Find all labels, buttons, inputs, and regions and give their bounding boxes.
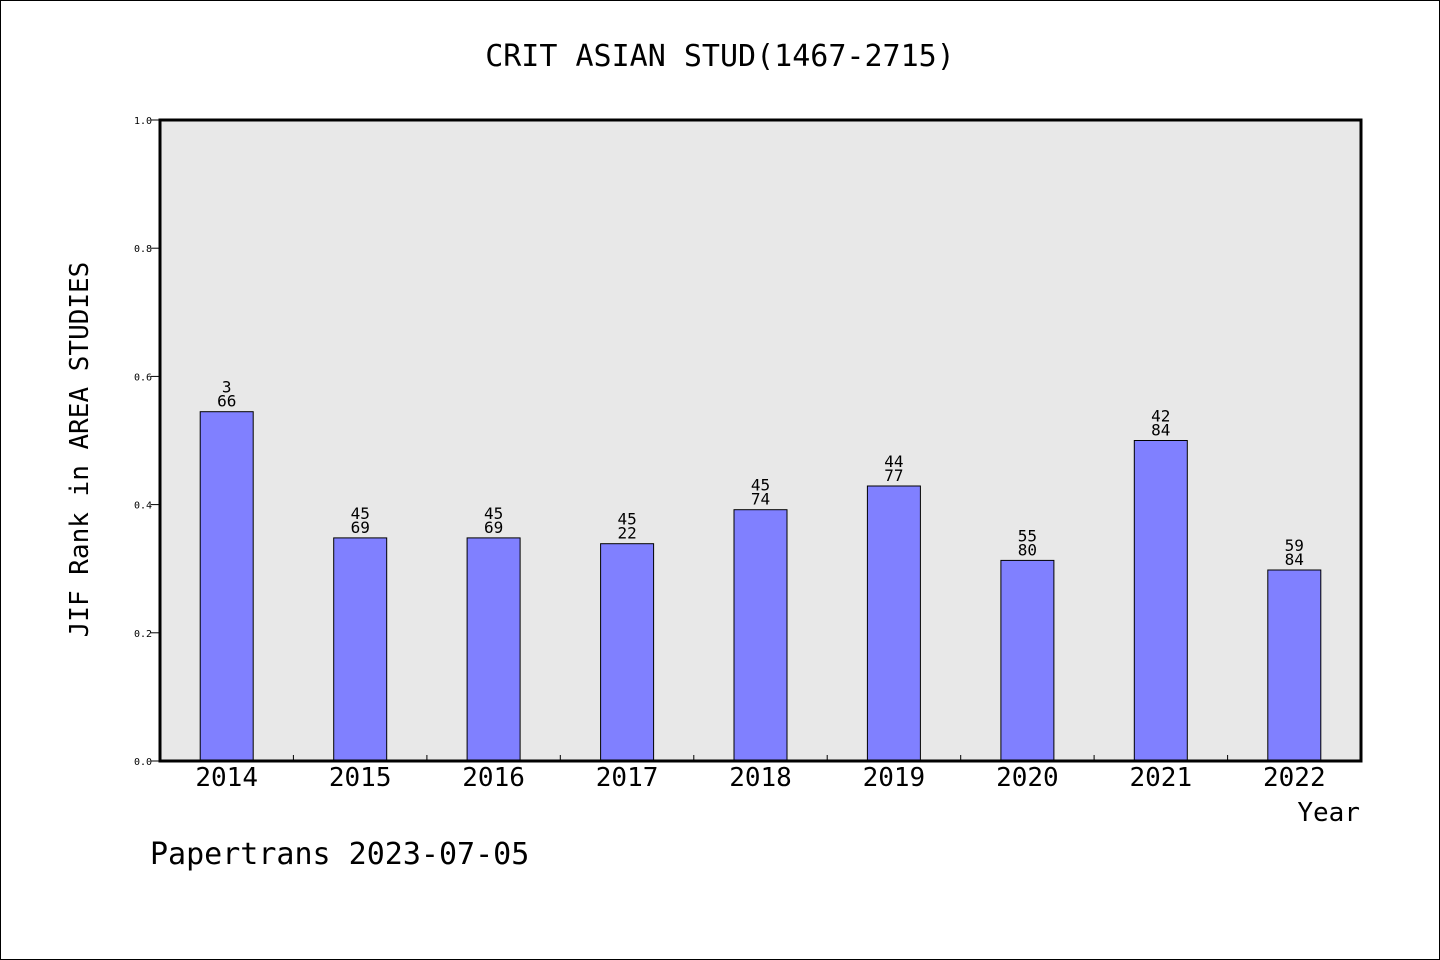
bar-label-denominator: 74 bbox=[751, 490, 770, 509]
bar-label-numerator: 3 bbox=[222, 378, 232, 397]
x-axis-label: Year bbox=[1297, 798, 1360, 828]
footer-credit: Papertrans 2023-07-05 bbox=[150, 837, 529, 872]
x-tick-label: 2020 bbox=[996, 763, 1059, 793]
bar-label-denominator: 69 bbox=[351, 518, 370, 537]
chart-title: CRIT ASIAN STUD(1467-2715) bbox=[485, 39, 955, 74]
bar-2018 bbox=[733, 509, 788, 762]
bar-2022 bbox=[1267, 569, 1322, 762]
y-tick-label: 1.0 bbox=[134, 116, 152, 127]
y-axis: 0.0 0.2 0.4 0.6 0.8 1.0 bbox=[134, 116, 160, 768]
bar-label-denominator: 69 bbox=[484, 518, 503, 537]
bar-2016 bbox=[466, 537, 521, 762]
bar-label-numerator: 44 bbox=[884, 452, 903, 471]
x-tick-label: 2015 bbox=[329, 763, 392, 793]
bar-label-numerator: 45 bbox=[484, 504, 503, 523]
bar-label-numerator: 59 bbox=[1285, 536, 1304, 555]
y-tick-label: 0.0 bbox=[134, 757, 152, 768]
bar-2021 bbox=[1133, 440, 1188, 762]
bar-label-numerator: 42 bbox=[1151, 407, 1170, 426]
x-tick-label: 2016 bbox=[462, 763, 525, 793]
bar-2014 bbox=[199, 411, 254, 762]
x-tick-label: 2014 bbox=[195, 763, 258, 793]
bar-label-denominator: 84 bbox=[1151, 421, 1170, 440]
y-tick-label: 0.8 bbox=[134, 244, 152, 255]
bar-label-numerator: 55 bbox=[1018, 526, 1037, 545]
bar-label-denominator: 84 bbox=[1285, 550, 1304, 569]
x-tick-label: 2019 bbox=[863, 763, 926, 793]
bar-2019 bbox=[866, 485, 921, 762]
bar-label-numerator: 45 bbox=[351, 504, 370, 523]
y-tick-label: 0.4 bbox=[134, 501, 152, 512]
bar-label-numerator: 45 bbox=[617, 510, 636, 529]
bar-label-denominator: 80 bbox=[1018, 540, 1037, 559]
bar-label-denominator: 22 bbox=[617, 524, 636, 543]
bar-2015 bbox=[333, 537, 388, 762]
x-axis: 2014 2015 2016 2017 2018 2019 2020 2021 2022 bbox=[195, 755, 1326, 793]
bar-label-denominator: 66 bbox=[217, 392, 236, 411]
x-tick-label: 2021 bbox=[1129, 763, 1192, 793]
x-tick-label: 2017 bbox=[596, 763, 659, 793]
x-tick-label: 2018 bbox=[729, 763, 792, 793]
plot-border bbox=[158, 118, 1363, 763]
y-tick-label: 0.2 bbox=[134, 629, 152, 640]
y-axis-label: JIF Rank in AREA STUDIES bbox=[65, 262, 95, 638]
y-tick-label: 0.6 bbox=[134, 372, 152, 383]
bars-group bbox=[199, 411, 1322, 762]
x-tick-label: 2022 bbox=[1263, 763, 1326, 793]
bar-label-numerator: 45 bbox=[751, 476, 770, 495]
bar-label-denominator: 77 bbox=[884, 466, 903, 485]
bar-2017 bbox=[600, 543, 655, 762]
bar-2020 bbox=[1000, 559, 1055, 762]
